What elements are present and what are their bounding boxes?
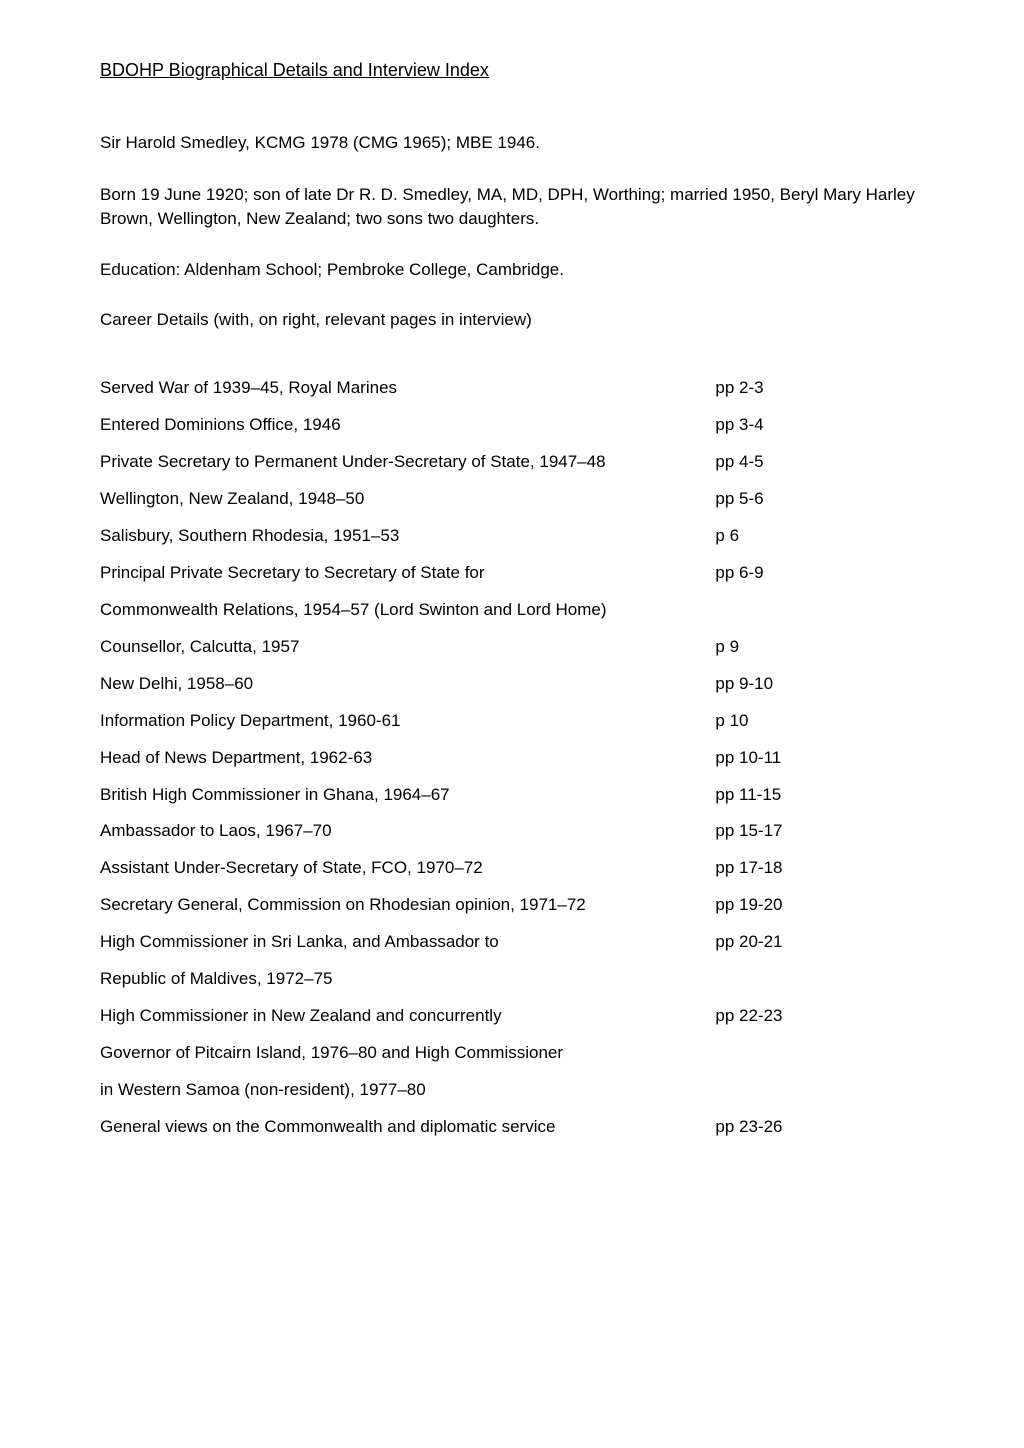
career-description: Ambassador to Laos, 1967–70	[100, 813, 715, 850]
bio-birth-family: Born 19 June 1920; son of late Dr R. D. …	[100, 183, 924, 231]
career-row: Ambassador to Laos, 1967–70pp 15-17	[100, 813, 924, 850]
career-row: Information Policy Department, 1960-61p …	[100, 703, 924, 740]
career-row: Entered Dominions Office, 1946pp 3-4	[100, 407, 924, 444]
career-row: Assistant Under-Secretary of State, FCO,…	[100, 850, 924, 887]
career-description: Served War of 1939–45, Royal Marines	[100, 370, 715, 407]
career-row: Counsellor, Calcutta, 1957p 9	[100, 629, 924, 666]
career-description: High Commissioner in Sri Lanka, and Amba…	[100, 924, 715, 961]
career-pages	[715, 592, 924, 629]
career-description: Governor of Pitcairn Island, 1976–80 and…	[100, 1035, 715, 1072]
career-table: Served War of 1939–45, Royal Marinespp 2…	[100, 370, 924, 1146]
career-pages: pp 20-21	[715, 924, 924, 961]
career-pages	[715, 961, 924, 998]
career-description: Assistant Under-Secretary of State, FCO,…	[100, 850, 715, 887]
career-description: Counsellor, Calcutta, 1957	[100, 629, 715, 666]
career-row: British High Commissioner in Ghana, 1964…	[100, 777, 924, 814]
career-description: Information Policy Department, 1960-61	[100, 703, 715, 740]
career-description: Private Secretary to Permanent Under-Sec…	[100, 444, 715, 481]
career-pages: p 10	[715, 703, 924, 740]
career-description: in Western Samoa (non-resident), 1977–80	[100, 1072, 715, 1109]
career-pages: p 9	[715, 629, 924, 666]
career-pages: pp 3-4	[715, 407, 924, 444]
career-description: Entered Dominions Office, 1946	[100, 407, 715, 444]
career-row: Republic of Maldives, 1972–75	[100, 961, 924, 998]
career-description: Secretary General, Commission on Rhodesi…	[100, 887, 715, 924]
career-pages: pp 5-6	[715, 481, 924, 518]
career-row: Wellington, New Zealand, 1948–50pp 5-6	[100, 481, 924, 518]
career-description: Republic of Maldives, 1972–75	[100, 961, 715, 998]
career-row: Served War of 1939–45, Royal Marinespp 2…	[100, 370, 924, 407]
career-pages	[715, 1072, 924, 1109]
career-description: Wellington, New Zealand, 1948–50	[100, 481, 715, 518]
document-title: BDOHP Biographical Details and Interview…	[100, 60, 924, 81]
career-row: Secretary General, Commission on Rhodesi…	[100, 887, 924, 924]
bio-education: Education: Aldenham School; Pembroke Col…	[100, 258, 924, 282]
career-row: General views on the Commonwealth and di…	[100, 1109, 924, 1146]
career-pages: pp 19-20	[715, 887, 924, 924]
career-row: in Western Samoa (non-resident), 1977–80	[100, 1072, 924, 1109]
career-row: High Commissioner in New Zealand and con…	[100, 998, 924, 1035]
career-row: New Delhi, 1958–60pp 9-10	[100, 666, 924, 703]
career-pages: pp 17-18	[715, 850, 924, 887]
career-pages: pp 2-3	[715, 370, 924, 407]
career-row: Private Secretary to Permanent Under-Sec…	[100, 444, 924, 481]
career-description: Head of News Department, 1962-63	[100, 740, 715, 777]
career-row: Commonwealth Relations, 1954–57 (Lord Sw…	[100, 592, 924, 629]
career-pages: pp 15-17	[715, 813, 924, 850]
career-description: General views on the Commonwealth and di…	[100, 1109, 715, 1146]
career-pages: pp 9-10	[715, 666, 924, 703]
career-pages: pp 10-11	[715, 740, 924, 777]
career-pages: pp 22-23	[715, 998, 924, 1035]
career-pages: pp 11-15	[715, 777, 924, 814]
career-pages: pp 4-5	[715, 444, 924, 481]
career-pages: pp 23-26	[715, 1109, 924, 1146]
career-description: New Delhi, 1958–60	[100, 666, 715, 703]
career-row: High Commissioner in Sri Lanka, and Amba…	[100, 924, 924, 961]
career-description: Principal Private Secretary to Secretary…	[100, 555, 715, 592]
career-row: Salisbury, Southern Rhodesia, 1951–53p 6	[100, 518, 924, 555]
career-pages: pp 6-9	[715, 555, 924, 592]
career-description: Commonwealth Relations, 1954–57 (Lord Sw…	[100, 592, 715, 629]
career-pages: p 6	[715, 518, 924, 555]
career-details-header: Career Details (with, on right, relevant…	[100, 310, 924, 330]
career-pages	[715, 1035, 924, 1072]
career-description: High Commissioner in New Zealand and con…	[100, 998, 715, 1035]
career-row: Head of News Department, 1962-63pp 10-11	[100, 740, 924, 777]
career-description: British High Commissioner in Ghana, 1964…	[100, 777, 715, 814]
career-row: Governor of Pitcairn Island, 1976–80 and…	[100, 1035, 924, 1072]
bio-name-honors: Sir Harold Smedley, KCMG 1978 (CMG 1965)…	[100, 131, 924, 155]
career-row: Principal Private Secretary to Secretary…	[100, 555, 924, 592]
career-description: Salisbury, Southern Rhodesia, 1951–53	[100, 518, 715, 555]
